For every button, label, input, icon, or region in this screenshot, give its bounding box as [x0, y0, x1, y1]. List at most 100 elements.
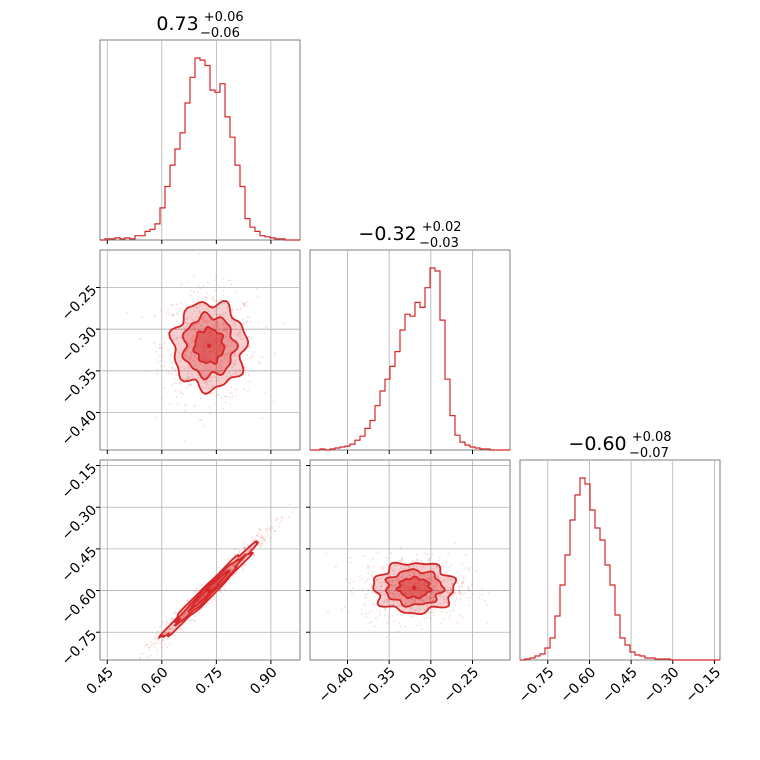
sample-point-1-0-188 [192, 334, 194, 337]
sample-point-1-0-463 [176, 336, 179, 339]
sample-point-2-1-563 [463, 575, 466, 578]
sample-point-2-1-229 [376, 608, 379, 611]
sample-point-1-0-199 [194, 327, 196, 330]
sample-point-2-1-636 [401, 596, 404, 599]
sample-point-1-0-377 [192, 324, 195, 327]
sample-point-1-0-196 [272, 400, 275, 403]
sample-point-1-0-562 [191, 342, 193, 345]
panel-scatter-1-0 [99, 249, 301, 451]
sample-point-2-0-633 [217, 566, 220, 569]
sample-point-1-0-683 [139, 338, 142, 341]
sample-point-1-0-31 [169, 355, 172, 358]
sample-point-1-0-628 [220, 369, 223, 372]
sample-point-2-1-666 [412, 601, 415, 604]
sample-point-2-1-688 [398, 560, 400, 563]
sample-point-2-1-34 [441, 595, 444, 598]
sample-point-2-1-658 [387, 599, 390, 602]
sample-point-1-0-577 [184, 318, 187, 320]
sample-point-2-0-567 [242, 569, 245, 572]
sample-point-1-0-553 [204, 296, 207, 299]
sample-point-1-0-96 [167, 337, 169, 340]
sample-point-1-0-418 [145, 370, 148, 373]
sample-point-2-1-303 [436, 575, 439, 578]
sample-point-1-0-302 [170, 352, 172, 355]
sample-point-1-0-374 [190, 337, 193, 340]
sample-point-1-0-182 [202, 381, 205, 384]
sample-point-1-0-201 [237, 334, 240, 337]
sample-point-1-0-459 [186, 349, 188, 352]
sample-point-2-1-165 [366, 579, 369, 582]
sample-point-1-0-596 [252, 370, 255, 373]
sample-point-2-1-535 [434, 584, 437, 587]
sample-point-2-1-444 [389, 592, 391, 594]
sample-point-2-1-302 [391, 591, 394, 594]
sample-point-2-0-197 [182, 613, 185, 616]
sample-point-1-0-218 [257, 321, 260, 324]
sample-point-2-0-625 [263, 538, 266, 541]
sample-point-2-0-490 [254, 538, 257, 541]
sample-point-2-0-500 [161, 638, 164, 641]
sample-point-2-1-9 [408, 610, 411, 613]
sample-point-1-0-319 [175, 395, 178, 398]
sample-point-2-0-416 [182, 623, 185, 626]
sample-point-2-1-270 [464, 591, 467, 594]
sample-point-1-0-565 [263, 332, 266, 335]
sample-point-1-0-480 [231, 395, 234, 398]
sample-point-1-0-29 [217, 325, 220, 328]
sample-point-2-0-20 [163, 643, 166, 646]
sample-point-2-1-494 [390, 583, 393, 586]
sample-point-2-1-362 [366, 593, 369, 595]
sample-point-2-0-153 [233, 552, 236, 555]
sample-point-1-0-8 [189, 384, 192, 387]
sample-point-1-0-673 [204, 296, 207, 299]
sample-point-2-1-661 [382, 568, 385, 570]
sample-point-1-0-27 [231, 328, 234, 331]
sample-point-2-0-616 [164, 632, 167, 635]
sample-point-2-1-369 [408, 574, 411, 577]
sample-point-1-0-424 [184, 354, 187, 357]
sample-point-2-0-468 [205, 605, 208, 608]
chart-marks: 0.45 0.60 0.75 0.90 −0.40 −0.35 −0.30 −0.25 −0.7… [59, 40, 724, 706]
peak-marker-1-0 [206, 343, 212, 348]
sample-point-2-1-306 [415, 566, 418, 569]
sample-point-2-0-448 [135, 663, 137, 665]
sample-point-1-0-171 [248, 346, 251, 349]
sample-point-2-1-39 [461, 563, 464, 566]
sample-point-1-0-542 [238, 331, 241, 334]
sample-point-2-0-460 [266, 531, 269, 534]
sample-point-2-1-51 [380, 585, 383, 588]
sample-point-2-1-341 [367, 572, 370, 575]
sample-point-2-1-348 [445, 581, 448, 583]
sample-point-2-0-662 [271, 527, 274, 530]
sample-point-1-0-526 [225, 344, 228, 347]
sample-point-1-0-190 [223, 330, 225, 332]
sample-point-1-0-226 [211, 326, 214, 329]
sample-point-2-1-176 [413, 599, 416, 602]
sample-point-1-0-357 [159, 346, 162, 349]
sample-point-2-1-442 [388, 603, 391, 606]
sample-point-1-0-635 [167, 371, 170, 374]
sample-point-1-0-483 [211, 384, 214, 387]
sample-point-1-0-204 [165, 311, 168, 314]
sample-point-1-0-580 [238, 351, 241, 354]
sample-point-1-0-692 [157, 361, 160, 364]
y-tick-label-2-3: −0.30 [59, 502, 101, 544]
sample-point-2-1-141 [431, 579, 434, 582]
sample-point-2-1-102 [413, 610, 416, 613]
sample-point-1-0-421 [190, 354, 193, 357]
sample-point-1-0-443 [155, 372, 158, 375]
sample-point-1-0-55 [243, 302, 246, 305]
sample-point-2-0-323 [258, 540, 261, 543]
sample-point-1-0-690 [246, 315, 249, 318]
sample-point-1-0-276 [190, 351, 193, 354]
sample-point-2-1-52 [432, 590, 435, 592]
sample-point-2-1-131 [446, 601, 449, 604]
sample-point-2-1-204 [431, 584, 434, 587]
sample-point-2-1-248 [458, 590, 461, 593]
sample-point-2-1-368 [404, 562, 407, 565]
sample-point-1-0-506 [174, 382, 177, 385]
sample-point-1-0-347 [192, 359, 195, 362]
sample-point-2-1-78 [403, 603, 406, 605]
sample-point-1-0-605 [215, 313, 218, 315]
sample-point-1-0-30 [223, 301, 226, 304]
